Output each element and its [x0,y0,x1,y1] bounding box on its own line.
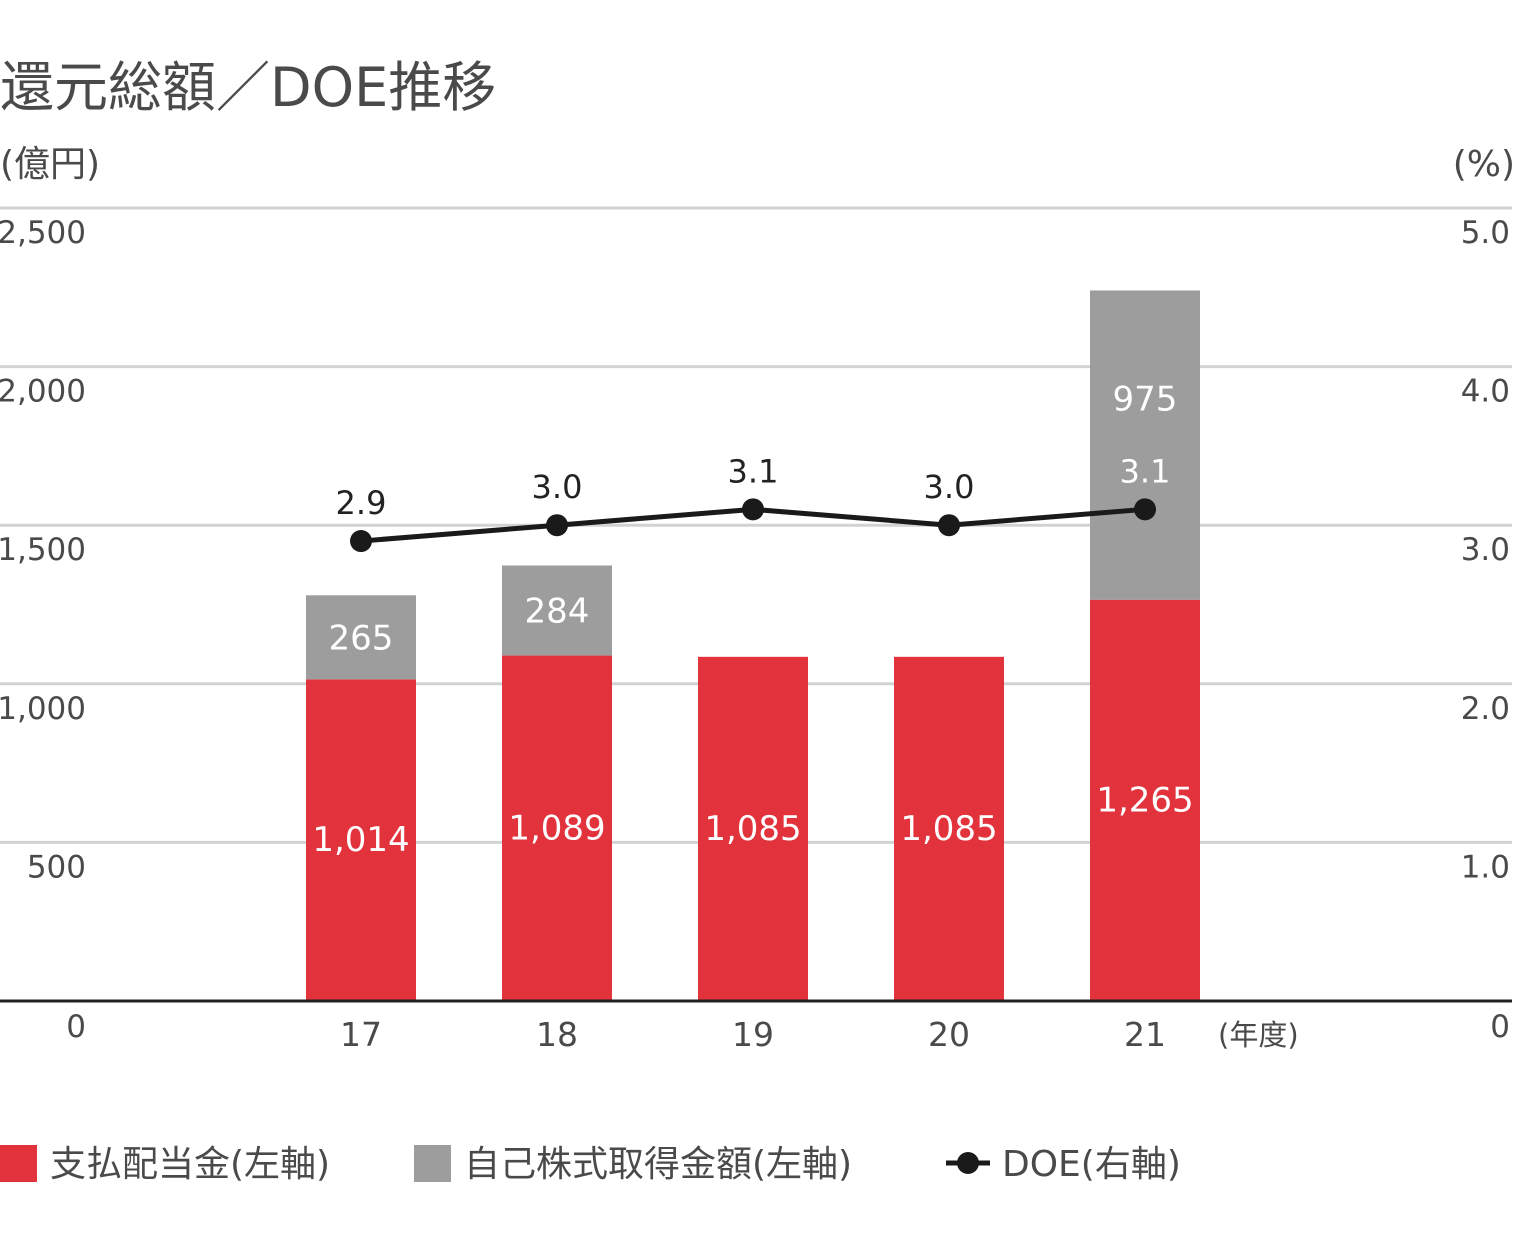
y-tick-label: 1,000 [0,691,86,727]
bar-dividend [502,655,612,1001]
bar-buyback-label: 975 [1113,379,1178,419]
doe-label: 2.9 [336,484,387,522]
bar-dividend-label: 1,085 [900,809,997,849]
y-tick-label: 1,500 [0,532,86,568]
y-left-unit: (億円) [0,144,100,185]
y2-tick-label: 4.0 [1461,374,1510,410]
x-tick-label: 18 [536,1015,578,1054]
gridlines [0,206,1512,844]
legend-swatch-buyback [414,1145,451,1182]
bar-dividend-label: 1,014 [312,820,409,860]
bar-dividend [306,679,416,1001]
bar-buyback [502,565,612,656]
x-axis: 17 18 19 20 21 [340,1015,1166,1054]
bar-dividend-label: 1,265 [1096,780,1193,820]
doe-point [742,498,764,521]
bar-dividend [894,656,1004,1001]
y-tick-label: 2,000 [0,374,86,410]
doe-label: 3.1 [1120,452,1171,490]
doe-label: 3.0 [532,468,583,506]
y-axis-right: 0 1.0 2.0 3.0 4.0 5.0 [1461,215,1510,1045]
y-tick-label: 0 [66,1009,86,1045]
y2-tick-label: 5.0 [1461,215,1510,251]
y-right-unit: (%) [1453,144,1515,185]
y2-tick-label: 1.0 [1461,849,1510,885]
bar-dividend [698,656,808,1001]
x-tick-label: 21 [1124,1015,1166,1054]
bar-buyback [306,595,416,680]
x-tick-label: 19 [732,1015,774,1054]
bar-dividend-label: 1,089 [508,808,605,848]
legend-label-doe: DOE(右軸) [1002,1144,1181,1185]
y2-tick-label: 0 [1490,1009,1510,1045]
x-tick-label: 17 [340,1015,382,1054]
x-unit: (年度) [1218,1018,1299,1052]
bars: 1,014 265 1,089 284 1,085 1,085 1,265 975 [306,290,1200,1001]
bar-dividend [1090,599,1200,1001]
legend-swatch-dividend [0,1145,37,1182]
bar-buyback [1090,290,1200,600]
doe-label: 3.1 [728,452,779,490]
y-tick-label: 500 [27,849,86,885]
y2-tick-label: 2.0 [1461,691,1510,727]
doe-point [350,530,372,553]
bar-dividend-label: 1,085 [704,809,801,849]
y-axis-left: 0 500 1,000 1,500 2,000 2,500 [0,215,86,1045]
y2-tick-label: 3.0 [1461,532,1510,568]
bar-buyback-label: 284 [525,592,590,632]
legend-marker-doe [957,1152,979,1174]
legend-label-buyback: 自己株式取得金額(左軸) [464,1144,852,1185]
y-tick-label: 2,500 [0,215,86,251]
doe-line: 2.9 3.0 3.1 3.0 3.1 [336,452,1171,553]
x-tick-label: 20 [928,1015,970,1054]
doe-point [938,514,960,537]
doe-point [546,514,568,537]
chart-title: 還元総額／DOE推移 [0,56,496,119]
doe-label: 3.0 [924,468,975,506]
bar-buyback-label: 265 [329,618,394,658]
legend: 支払配当金(左軸) 自己株式取得金額(左軸) DOE(右軸) [0,1144,1181,1185]
doe-point [1134,498,1156,521]
legend-label-dividend: 支払配当金(左軸) [50,1144,330,1185]
